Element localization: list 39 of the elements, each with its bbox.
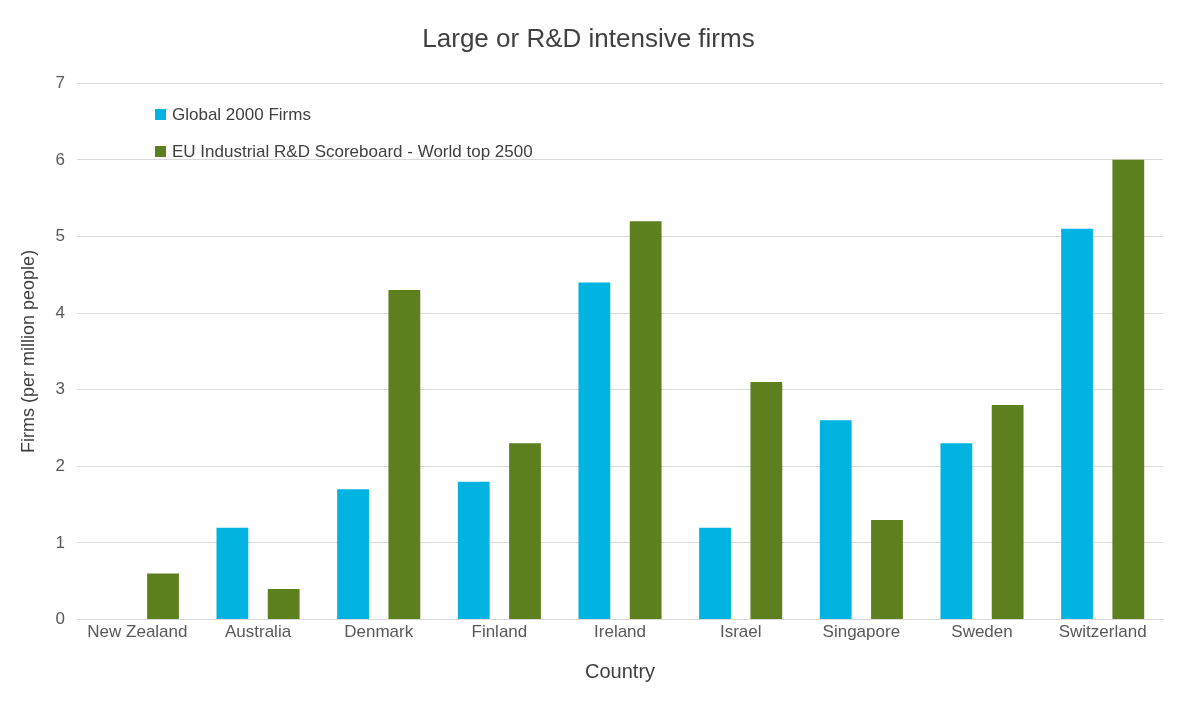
y-tick-label: 3 [55,379,66,399]
y-tick-label: 0 [55,609,66,629]
y-tick-label: 2 [55,456,66,476]
bar [457,481,490,620]
y-axis-title: Firms (per million people) [17,249,38,453]
y-tick-label: 5 [55,226,66,246]
y-tick-label: 4 [55,302,66,322]
x-axis-title: Country [585,659,656,682]
legend-label: Global 2000 Firms [172,104,311,125]
bar [991,405,1024,620]
bar [871,519,903,620]
x-tick-label: Singapore [822,622,901,642]
x-tick-label: New Zealand [87,622,188,642]
x-tick-label: Finland [471,622,528,642]
bar [940,443,973,620]
bar [750,382,783,620]
y-tick-label: 6 [55,149,66,169]
bar [629,221,662,620]
bar [267,588,300,620]
x-tick-label: Israel [719,622,762,642]
x-tick-label: Ireland [594,622,647,642]
bar [819,420,852,620]
x-tick-label: Australia [224,622,292,642]
bar [337,489,369,620]
y-tick-label: 1 [55,532,66,552]
x-tick-label: Switzerland [1058,622,1147,642]
legend-label: EU Industrial R&D Scoreboard - World top 2500 [172,141,533,162]
bar [388,290,421,620]
x-tick-label: Denmark [344,622,414,642]
bar [1112,159,1145,620]
x-tick-label: Sweden [951,622,1013,642]
bar [216,527,249,620]
chart-title: Large or R&D intensive firms [422,22,755,53]
bar [699,527,731,620]
bar [147,573,179,620]
bar [509,443,541,620]
bar [578,282,611,620]
bar [1061,228,1093,620]
y-tick-label: 7 [55,72,66,92]
